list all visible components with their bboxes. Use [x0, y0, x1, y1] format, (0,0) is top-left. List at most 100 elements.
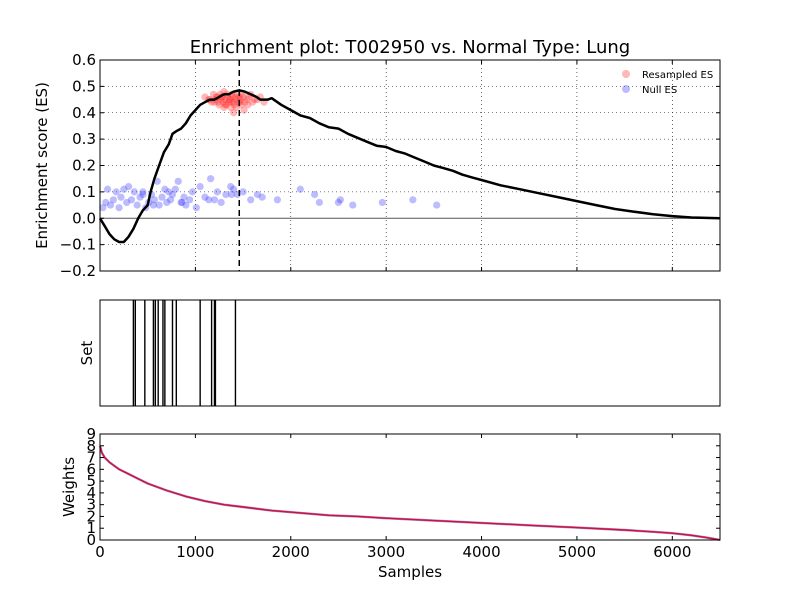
- null-es-point: [158, 193, 166, 201]
- null-es-point: [177, 198, 185, 207]
- resampled-es-point: [222, 101, 230, 109]
- weights-y-tick-label: 8: [86, 437, 96, 455]
- weights-line-shadow: [98, 445, 721, 542]
- null-es-point: [201, 193, 209, 201]
- null-es-point: [217, 198, 225, 207]
- x-tick-label: 0: [95, 543, 105, 561]
- null-es-point: [228, 190, 236, 199]
- set-axes-frame: [99, 299, 721, 407]
- resampled-es-point: [241, 98, 249, 106]
- y-tick-label: 0.5: [72, 77, 96, 95]
- resampled-es-point: [249, 98, 257, 106]
- null-es-point: [207, 175, 215, 183]
- resampled-es-point: [229, 98, 238, 106]
- resampled-es-point: [240, 106, 248, 114]
- null-es-point: [99, 204, 107, 212]
- null-es-point: [174, 177, 182, 185]
- null-es-point: [213, 188, 221, 196]
- resampled-es-point: [201, 93, 209, 101]
- null-es-point: [229, 185, 238, 193]
- resampled-es-point: [239, 93, 247, 101]
- x-tick-label: 1000: [176, 543, 214, 561]
- resampled-es-point: [215, 101, 223, 109]
- weights-y-tick-label: 0: [86, 531, 96, 549]
- weights-y-tick-label: 4: [86, 484, 96, 502]
- es-line: [98, 89, 721, 244]
- null-es-point: [334, 198, 343, 207]
- x-tick-label: 4000: [462, 543, 500, 561]
- resampled-es-point: [221, 95, 229, 104]
- null-es-point: [150, 196, 158, 204]
- null-es-point: [102, 198, 110, 207]
- y-axis-label: Enrichment score (ES): [33, 82, 51, 249]
- resampled-es-point: [229, 109, 238, 117]
- null-es-point: [165, 188, 173, 196]
- weights-y-label: Weights: [60, 457, 78, 517]
- legend-marker: [622, 70, 630, 78]
- null-es-point: [115, 204, 123, 212]
- legend-label: Resampled ES: [642, 70, 713, 81]
- null-es-point: [186, 196, 194, 204]
- null-es-point: [127, 196, 136, 204]
- enrichment-panel: −0.2 −0.1 0.0 0.1 0.2 0.3 0.4 0.5 0.6 Enrichment …: [33, 51, 721, 280]
- resampled-es-point: [228, 93, 237, 101]
- resampled-es-point: [231, 93, 240, 101]
- y-tick-label: 0.3: [72, 130, 96, 148]
- null-es-point: [180, 193, 188, 201]
- weights-y-tick-label: 1: [86, 519, 96, 537]
- resampled-es-point: [209, 90, 218, 98]
- null-es-point: [166, 196, 175, 204]
- resampled-es-point: [234, 98, 242, 106]
- null-es-point: [196, 183, 204, 191]
- resampled-es-point: [230, 101, 239, 109]
- null-es-point: [163, 198, 171, 207]
- null-es-point: [125, 183, 133, 191]
- y-tick-label: 0.0: [72, 209, 96, 227]
- null-es-point: [117, 193, 125, 201]
- x-tick-label: 3000: [367, 543, 405, 561]
- resampled-es-point: [227, 103, 235, 112]
- resampled-es-point: [222, 101, 230, 109]
- null-es-point: [139, 190, 147, 199]
- null-es-point: [155, 201, 163, 209]
- weights-y-tick-label: 6: [86, 460, 96, 478]
- null-es-point: [171, 185, 179, 193]
- null-es-point: [182, 201, 190, 209]
- null-es-point: [188, 188, 197, 196]
- null-es-point: [227, 183, 235, 191]
- weights-line: [99, 445, 721, 541]
- null-es-point: [178, 198, 186, 207]
- y-tick-label: −0.2: [60, 262, 96, 280]
- weights-axes-frame: [99, 433, 721, 541]
- null-es-point: [315, 198, 323, 207]
- null-es-point: [139, 188, 147, 196]
- null-es-point: [273, 196, 282, 204]
- null-es-point: [296, 185, 304, 193]
- weights-y-tick-label: 5: [86, 472, 96, 490]
- x-tick-label: 5000: [558, 543, 596, 561]
- resampled-es-point: [220, 103, 228, 112]
- legend-label: Null ES: [642, 85, 677, 96]
- null-es-point: [104, 185, 112, 193]
- legend-marker: [622, 85, 630, 93]
- x-tick-label: 6000: [653, 543, 691, 561]
- null-es-point: [409, 196, 417, 204]
- resampled-es-point: [214, 98, 222, 106]
- resampled-es-point: [228, 98, 236, 106]
- resampled-es-point: [219, 98, 227, 106]
- weights-y-tick-label: 2: [86, 507, 96, 525]
- null-es-point: [133, 201, 141, 209]
- null-es-point: [106, 201, 115, 209]
- null-es-point: [336, 196, 344, 204]
- null-es-point: [247, 196, 255, 204]
- weights-y-tick-label: 7: [86, 449, 96, 467]
- null-es-point: [161, 185, 169, 193]
- null-es-point: [120, 185, 128, 193]
- resampled-es-point: [235, 93, 243, 101]
- null-es-point: [210, 196, 219, 204]
- null-es-point: [311, 190, 319, 199]
- null-es-point: [149, 201, 158, 209]
- legend: Resampled ES Null ES: [622, 70, 713, 96]
- null-es-point: [253, 190, 261, 199]
